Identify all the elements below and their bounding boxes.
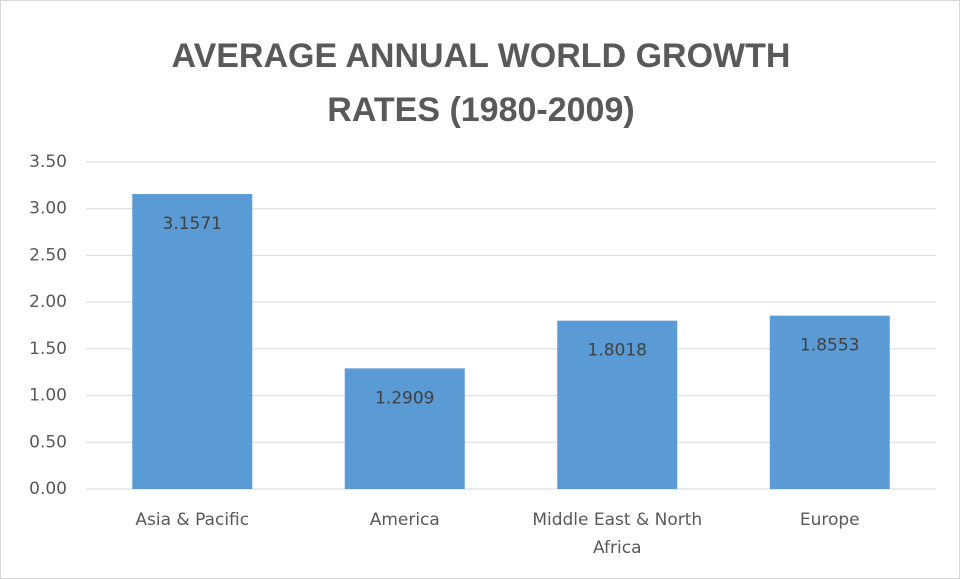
- y-tick-label: 2.50: [29, 245, 67, 265]
- x-tick-label: America: [369, 510, 440, 530]
- y-tick-label: 2.00: [29, 292, 67, 312]
- bar: [132, 194, 253, 489]
- y-tick-label: 1.00: [29, 386, 67, 406]
- x-tick-label: Europe: [799, 510, 860, 530]
- x-tick-label: Middle East & North Africa: [532, 510, 703, 558]
- bar: [344, 368, 465, 489]
- data-label: 1.8553: [800, 336, 859, 356]
- bar: [769, 315, 890, 489]
- data-label: 1.8018: [588, 341, 647, 361]
- bar: [557, 320, 678, 489]
- y-tick-label: 3.00: [29, 199, 67, 219]
- x-tick-label: Asia & Pacific: [135, 510, 250, 530]
- y-tick-label: 1.50: [29, 339, 67, 359]
- data-label: 1.2909: [375, 388, 434, 408]
- y-tick-label: 0.50: [29, 432, 67, 452]
- data-label: 3.1571: [163, 214, 222, 234]
- y-tick-label: 0.00: [29, 479, 67, 499]
- chart-title: AVERAGE ANNUAL WORLD GROWTH RATES (1980-…: [171, 37, 791, 129]
- y-tick-label: 3.50: [29, 152, 67, 172]
